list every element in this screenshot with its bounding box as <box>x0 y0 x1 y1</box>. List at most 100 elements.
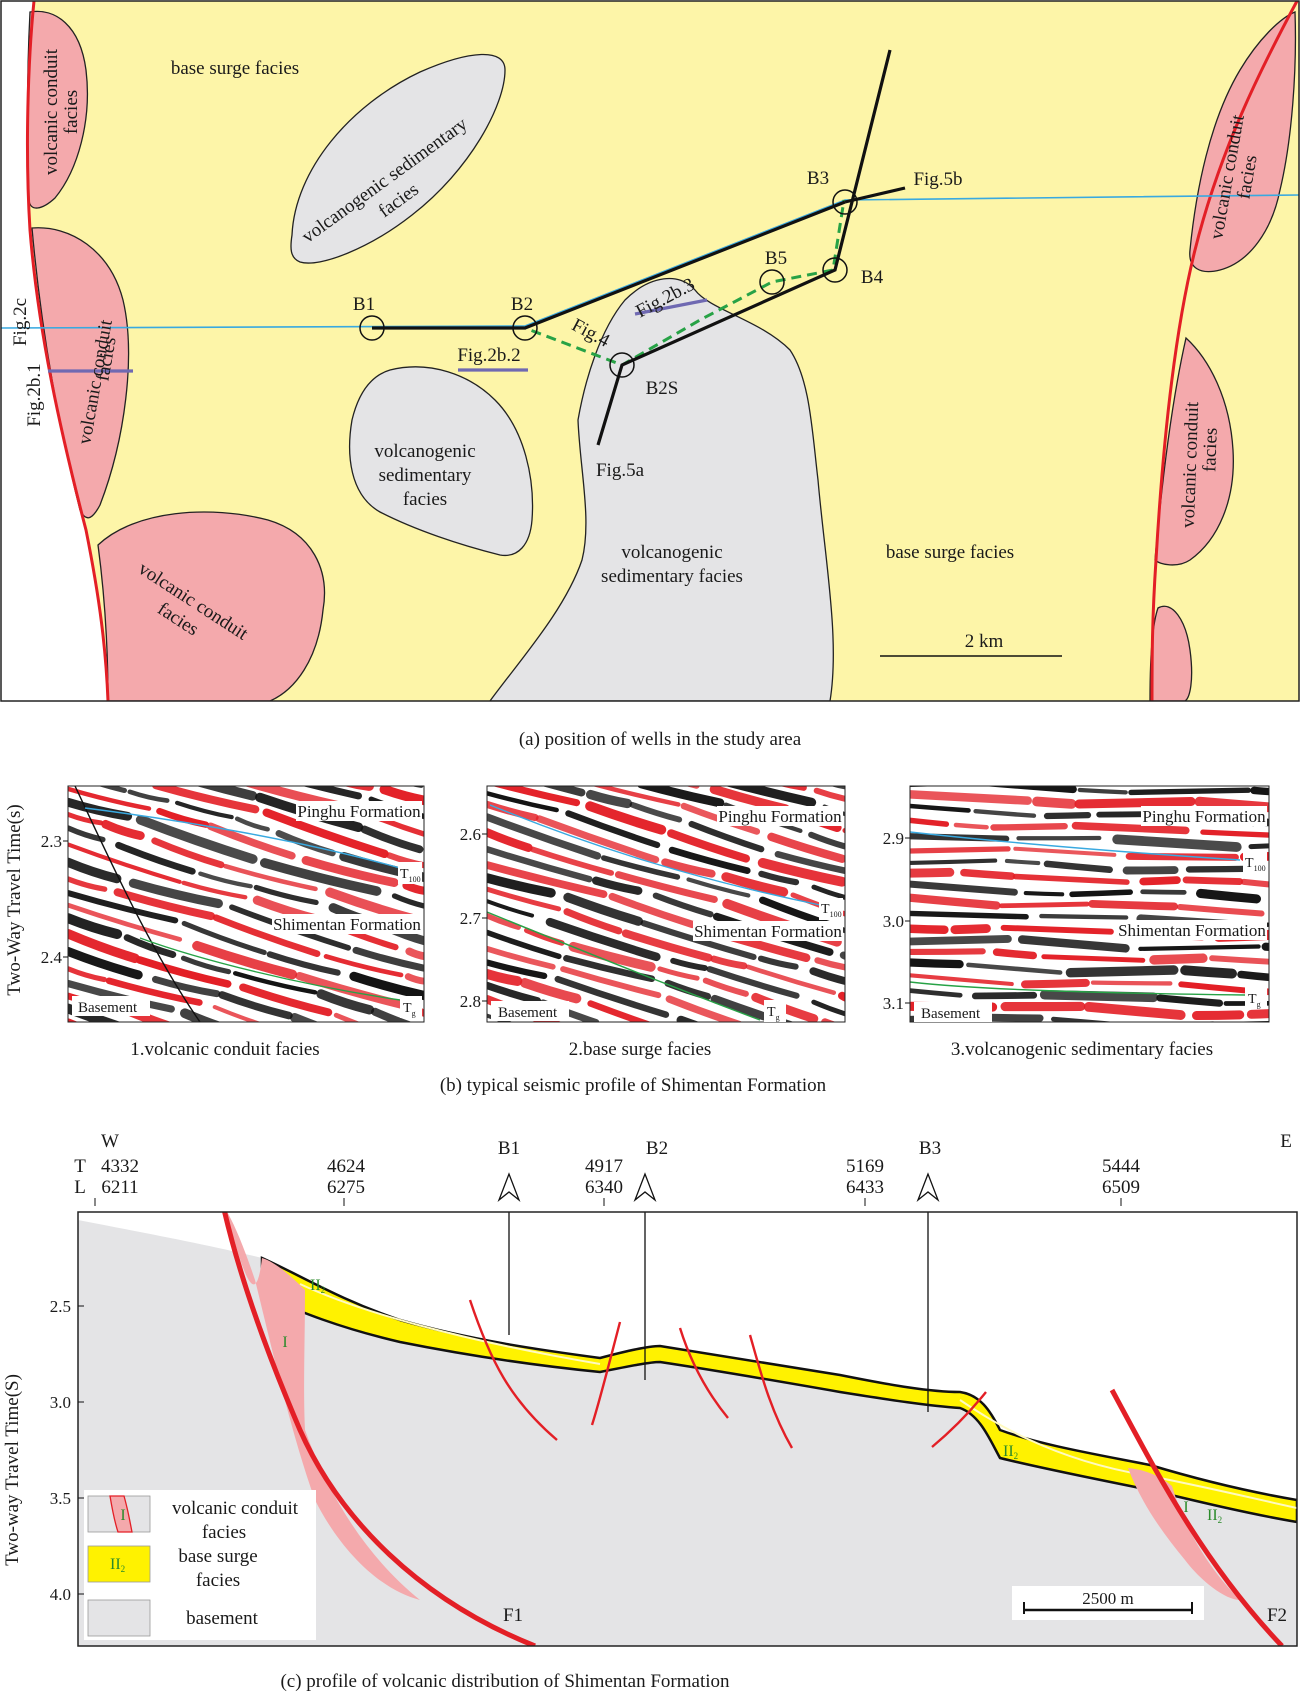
seismic-reflector <box>1177 903 1265 917</box>
seismic-reflector <box>349 971 424 1001</box>
seismic-reflector <box>389 1106 429 1121</box>
seismic-reflector <box>301 855 399 887</box>
seismic-reflector <box>1140 889 1187 895</box>
seismic-reflector <box>302 786 362 800</box>
seismic-reflector <box>1156 994 1224 1007</box>
seismic-reflector <box>809 967 845 986</box>
seismic-reflector <box>601 855 681 880</box>
seismic-reflector <box>198 871 253 889</box>
seismic-reflector <box>626 750 680 769</box>
seismic-reflector <box>1004 858 1041 866</box>
seismic-reflector <box>151 975 221 998</box>
seismic-reflector <box>668 846 751 875</box>
seismic-reflector <box>563 892 644 926</box>
seismic-reflector <box>68 928 140 964</box>
seismic-reflector <box>565 810 661 849</box>
caption-b: (b) typical seismic profile of Shimentan… <box>440 1075 827 1096</box>
seismic-reflector <box>163 755 232 778</box>
seismic-reflector <box>381 763 429 776</box>
seismic-reflector <box>1227 742 1261 745</box>
seismic-y-axis-label: Two-Way Travel Time(s) <box>4 804 25 995</box>
seismic-reflector <box>68 946 143 980</box>
seismic-reflector <box>323 954 404 978</box>
seismic-reflector <box>290 1013 319 1022</box>
fault-f1 <box>222 1212 536 1646</box>
seismic-reflector <box>910 880 1018 896</box>
seismic-line-fig2c <box>1 194 1299 329</box>
seismic-reflector <box>1164 736 1220 741</box>
tg-horizon-2 <box>487 911 761 1021</box>
seismic-reflector <box>725 786 817 807</box>
conduit-body-right-mid <box>1154 336 1234 566</box>
well-circle-b4[interactable] <box>822 257 848 283</box>
seismic-reflector <box>664 979 712 1000</box>
label-row-l: L <box>74 1177 86 1198</box>
seismic-reflector <box>68 876 108 892</box>
t100-horizon-1 <box>84 807 401 869</box>
seismic-reflector <box>68 811 104 826</box>
label-fig2c: Fig.2c <box>10 298 31 346</box>
well-circle-b3[interactable] <box>832 189 858 215</box>
seismic-reflector <box>1149 953 1208 965</box>
well-label-b1: B1 <box>353 294 375 315</box>
seismic-reflector <box>910 817 950 827</box>
seismic-reflector <box>592 786 681 807</box>
label-vs-bottom-2: sedimentary facies <box>601 566 743 587</box>
seismic-reflector <box>487 846 593 883</box>
mark-ii-east: II2 <box>1207 1507 1222 1525</box>
seismic-reflector <box>135 815 258 864</box>
seismic-reflector <box>410 786 424 788</box>
seismic-reflector <box>68 711 119 723</box>
seismic-reflector <box>973 808 1037 818</box>
seismic-reflector <box>68 902 183 942</box>
seismic-reflector <box>1077 787 1128 795</box>
seismic-reflector <box>1083 1002 1186 1020</box>
seismic-reflector <box>299 752 354 770</box>
conduit-area-east <box>1128 1468 1240 1600</box>
well-circle-b1[interactable] <box>359 315 385 341</box>
seismic-reflector <box>185 1064 231 1076</box>
seismic-reflector <box>1193 1021 1216 1022</box>
seismic-reflector <box>487 708 556 725</box>
profile-panel: W E T L 4332 6211 4624 6275 4917 6340 51… <box>2 1131 1298 1647</box>
seismic-reflector <box>519 978 582 1004</box>
seismic-reflector <box>487 959 548 980</box>
tg-horizon-3 <box>910 981 1246 996</box>
seismic-reflector <box>1041 724 1113 725</box>
seismic-reflector <box>1025 747 1083 749</box>
seismic-reflector <box>189 729 235 745</box>
seismic-reflector <box>710 955 748 970</box>
seismic-reflector <box>487 873 556 898</box>
seismic-reflector <box>592 770 637 782</box>
fault-f2 <box>1109 1388 1284 1646</box>
seismic-reflector <box>966 962 1063 975</box>
tick-t-3: 4917 <box>585 1156 623 1177</box>
seismic-reflector <box>180 1008 221 1022</box>
seismic-reflector <box>266 951 341 976</box>
seismic-reflector <box>248 751 329 777</box>
legend-conduit-1: volcanic conduit <box>172 1498 299 1519</box>
seismic-reflector <box>910 716 1027 724</box>
seismic-reflector <box>842 828 845 834</box>
seismic-reflector <box>821 1018 837 1022</box>
profile-y-tick-2: 3.0 <box>50 1393 71 1412</box>
seismic-reflector <box>1116 712 1177 714</box>
legend-basement: basement <box>186 1608 258 1629</box>
seismic-reflector <box>487 969 523 986</box>
seismic-section-2: Pinghu Formation Shimentan Formation Bas… <box>460 708 846 1060</box>
legend-surge-1: base surge <box>178 1546 257 1567</box>
well-circle-b2[interactable] <box>512 315 538 341</box>
well-circle-b2s[interactable] <box>609 352 635 378</box>
seismic-reflector <box>487 929 562 960</box>
profile-y-axis-label: Two-way Travel Time(S) <box>2 1374 23 1566</box>
seismic-reflector <box>487 790 559 813</box>
tick-l-5: 6509 <box>1102 1177 1140 1198</box>
well-circle-b5[interactable] <box>759 269 785 295</box>
profile-y-tick-4: 4.0 <box>50 1585 71 1604</box>
seismic-reflector <box>1112 834 1242 852</box>
label-base-surge-top: base surge facies <box>171 58 299 79</box>
seismic-reflector <box>910 1029 954 1031</box>
well-label-b5: B5 <box>765 248 787 269</box>
seismic-reflector <box>614 871 718 903</box>
seismic-reflector <box>487 899 535 918</box>
